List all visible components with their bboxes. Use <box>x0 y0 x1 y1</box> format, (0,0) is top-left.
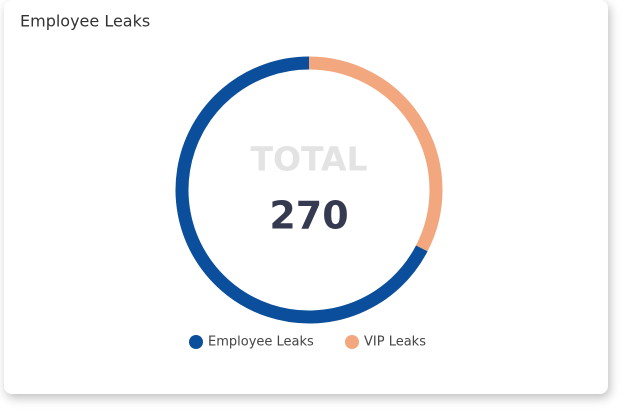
center-label: TOTAL <box>250 140 367 179</box>
legend-marker <box>189 335 203 349</box>
chart-title: Employee Leaks <box>20 12 150 31</box>
donut-segment <box>308 56 443 252</box>
legend-marker <box>345 335 359 349</box>
legend-label: Employee Leaks <box>208 335 314 350</box>
legend-label: VIP Leaks <box>364 335 426 350</box>
center-total: 270 <box>269 194 348 238</box>
donut-segment <box>175 56 428 324</box>
